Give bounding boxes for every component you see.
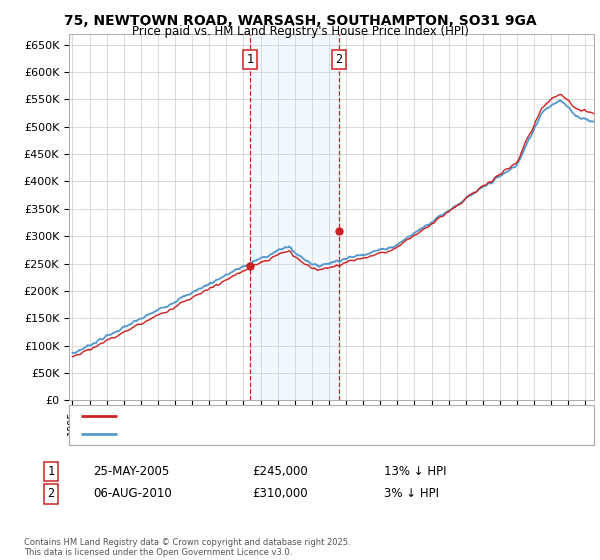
Text: 3% ↓ HPI: 3% ↓ HPI bbox=[384, 487, 439, 501]
Text: £310,000: £310,000 bbox=[252, 487, 308, 501]
Text: 1: 1 bbox=[247, 53, 253, 66]
Text: Price paid vs. HM Land Registry's House Price Index (HPI): Price paid vs. HM Land Registry's House … bbox=[131, 25, 469, 38]
Text: 75, NEWTOWN ROAD, WARSASH, SOUTHAMPTON, SO31 9GA: 75, NEWTOWN ROAD, WARSASH, SOUTHAMPTON, … bbox=[64, 14, 536, 28]
Text: 13% ↓ HPI: 13% ↓ HPI bbox=[384, 465, 446, 478]
Text: Contains HM Land Registry data © Crown copyright and database right 2025.
This d: Contains HM Land Registry data © Crown c… bbox=[24, 538, 350, 557]
Text: HPI: Average price, detached house, Fareham: HPI: Average price, detached house, Fare… bbox=[126, 429, 364, 439]
Text: 2: 2 bbox=[47, 487, 55, 501]
Bar bbox=[250, 34, 339, 400]
Text: 75, NEWTOWN ROAD, WARSASH, SOUTHAMPTON, SO31 9GA (detached house): 75, NEWTOWN ROAD, WARSASH, SOUTHAMPTON, … bbox=[126, 411, 538, 421]
Text: 1: 1 bbox=[47, 465, 55, 478]
Text: 25-MAY-2005: 25-MAY-2005 bbox=[93, 465, 169, 478]
Text: 2: 2 bbox=[335, 53, 343, 66]
Text: £245,000: £245,000 bbox=[252, 465, 308, 478]
Text: 06-AUG-2010: 06-AUG-2010 bbox=[93, 487, 172, 501]
